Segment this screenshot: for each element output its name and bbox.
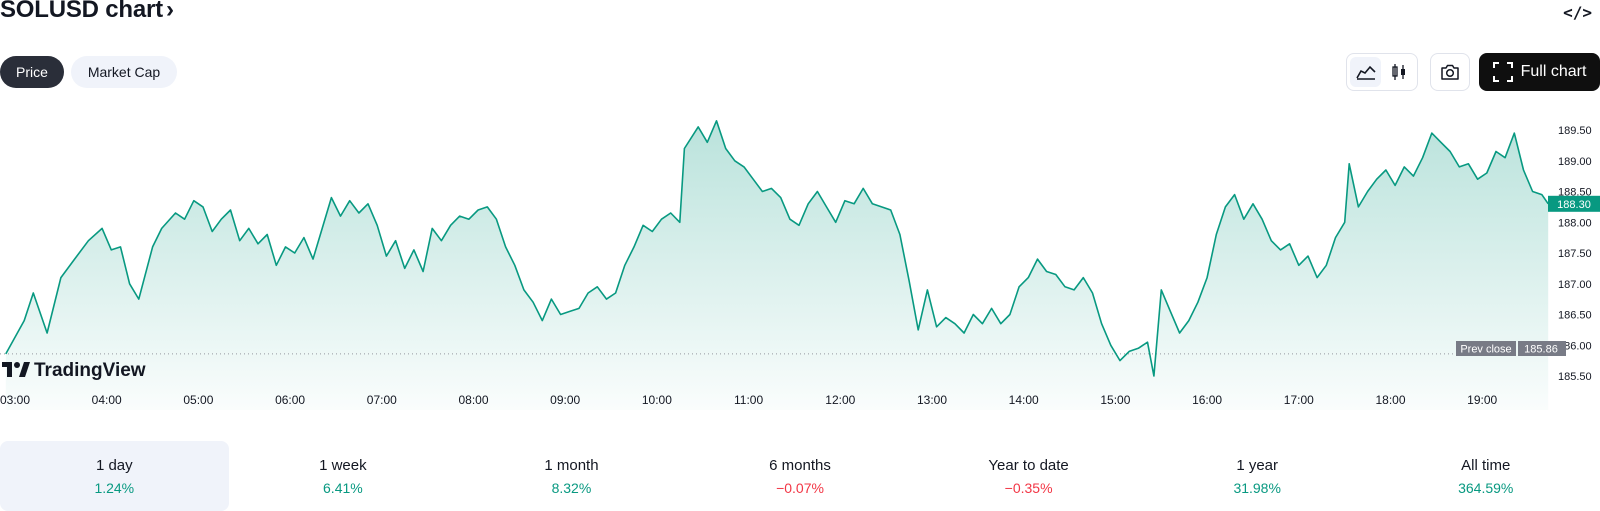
tab-price[interactable]: Price: [0, 56, 64, 88]
x-axis-tick-label: 09:00: [550, 393, 580, 407]
period-1-year[interactable]: 1 year 31.98%: [1143, 441, 1372, 511]
x-axis-tick-label: 13:00: [917, 393, 947, 407]
y-axis-tick-label: 189.50: [1558, 125, 1592, 137]
x-axis-tick-label: 15:00: [1100, 393, 1130, 407]
x-axis-tick-label: 14:00: [1009, 393, 1039, 407]
tab-market-cap-label: Market Cap: [87, 64, 161, 80]
y-axis-tick-label: 187.50: [1558, 248, 1592, 260]
y-axis-tick-label: 188.00: [1558, 217, 1592, 229]
y-axis-tick-label: 188.50: [1558, 187, 1592, 199]
period-label: 1 year: [1236, 456, 1279, 474]
x-axis-tick-label: 17:00: [1284, 393, 1314, 407]
tab-market-cap[interactable]: Market Cap: [71, 56, 177, 88]
x-axis-tick-label: 16:00: [1192, 393, 1222, 407]
area-chart-button[interactable]: [1350, 57, 1381, 87]
period-1-day[interactable]: 1 day 1.24%: [0, 441, 229, 511]
full-chart-button[interactable]: Full chart: [1479, 53, 1600, 91]
period-change: 31.98%: [1233, 479, 1281, 496]
chart-style-toggle: [1346, 53, 1418, 91]
page-title[interactable]: SOLUSD chart ›: [0, 0, 174, 24]
snapshot-button[interactable]: [1430, 53, 1470, 91]
y-axis-tick-label: 187.00: [1558, 279, 1592, 291]
x-axis-tick-label: 08:00: [458, 393, 488, 407]
x-axis-tick-label: 19:00: [1467, 393, 1497, 407]
period-label: All time: [1461, 456, 1511, 474]
y-axis-tick-label: 189.00: [1558, 156, 1592, 168]
candlestick-icon: [1391, 64, 1405, 80]
candlestick-chart-button[interactable]: [1383, 57, 1414, 87]
embed-code-icon[interactable]: </>: [1563, 3, 1592, 22]
period-label: 1 day: [95, 456, 133, 474]
area-chart-icon: [1355, 65, 1376, 80]
period-6-months[interactable]: 6 months −0.07%: [686, 441, 915, 511]
period-change: 6.41%: [323, 479, 363, 496]
prev-close-label: Prev close 185.86: [1456, 341, 1566, 356]
price-area-fill: [5, 120, 1549, 410]
price-line: [5, 120, 1549, 377]
price-chart[interactable]: 189.50 189.00 188.50 188.00 187.50 187.00 186.…: [0, 100, 1600, 410]
x-axis-tick-label: 05:00: [183, 393, 213, 407]
x-axis-tick-label: 03:00: [0, 393, 30, 407]
period-change: −0.07%: [776, 479, 824, 496]
last-price-label: 188.30: [1548, 195, 1600, 212]
page-title-text: SOLUSD chart: [0, 0, 163, 23]
x-axis-tick-label: 06:00: [275, 393, 305, 407]
period-1-month[interactable]: 1 month 8.32%: [457, 441, 686, 511]
period-label: Year to date: [988, 456, 1069, 474]
period-1-week[interactable]: 1 week 6.41%: [229, 441, 458, 511]
period-label: 6 months: [769, 456, 831, 474]
period-label: 1 week: [319, 456, 367, 474]
period-year-to-date[interactable]: Year to date −0.35%: [914, 441, 1143, 511]
chevron-right-icon: ›: [165, 0, 174, 23]
camera-icon: [1441, 64, 1459, 80]
tradingview-logo-icon: [2, 362, 30, 377]
y-axis-tick-label: 186.50: [1558, 310, 1592, 322]
period-label: 1 month: [544, 456, 599, 474]
x-axis-tick-label: 10:00: [642, 393, 672, 407]
x-axis-tick-label: 04:00: [92, 393, 122, 407]
tradingview-wordmark: TradingView: [34, 360, 146, 381]
x-axis-tick-label: 11:00: [734, 393, 763, 407]
tab-price-label: Price: [16, 64, 48, 80]
y-axis-tick-label: 186.00: [1558, 340, 1592, 352]
period-change: 1.24%: [94, 479, 135, 496]
x-axis-tick-label: 07:00: [367, 393, 397, 407]
period-change: 8.32%: [551, 479, 592, 496]
prev-close-label-text: Prev close: [1460, 344, 1511, 356]
period-change: −0.35%: [1004, 479, 1053, 496]
x-axis-tick-label: 12:00: [825, 393, 855, 407]
period-all-time[interactable]: All time 364.59%: [1371, 441, 1600, 511]
prev-close-value: 185.86: [1524, 344, 1558, 356]
x-axis-tick-label: 18:00: [1375, 393, 1405, 407]
full-chart-label: Full chart: [1520, 63, 1587, 80]
tradingview-logo[interactable]: TradingView: [2, 360, 146, 381]
y-axis-tick-label: 185.50: [1558, 371, 1592, 383]
period-change: 364.59%: [1458, 479, 1514, 496]
last-price-value: 188.30: [1557, 199, 1591, 211]
fullscreen-icon: [1492, 62, 1513, 82]
period-performance-bar: 1 day 1.24% 1 week 6.41% 1 month 8.32% 6 mo…: [0, 441, 1600, 511]
